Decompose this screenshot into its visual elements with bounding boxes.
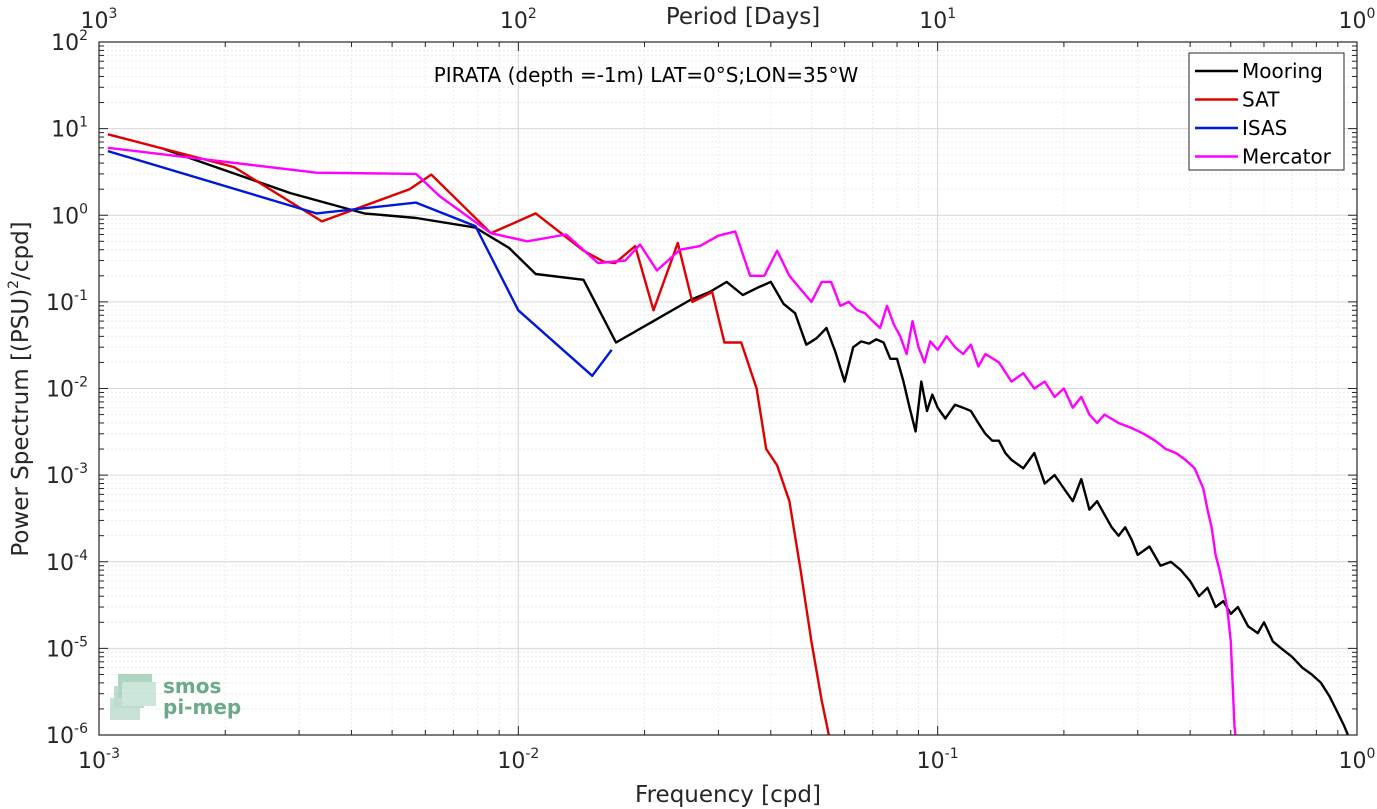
series-line-mooring — [163, 147, 1350, 735]
y-tick-label: 101 — [51, 115, 88, 143]
series-line-isas — [107, 149, 613, 377]
x-tick-label: 10-3 — [78, 746, 120, 774]
logo-text-pimep: pi-mep — [163, 695, 241, 719]
y-tick-label: 10-5 — [46, 634, 88, 662]
legend-label-mooring: Mooring — [1242, 59, 1323, 83]
legend-box — [1188, 52, 1345, 171]
logo-text-smos: smos — [163, 674, 221, 698]
tick-marks — [98, 42, 1357, 736]
x-tick-label: 10-1 — [917, 746, 959, 774]
x-axis-label: Frequency [cpd] — [635, 782, 821, 808]
top-tick-label: 102 — [500, 6, 537, 34]
legend-label-isas: ISAS — [1242, 116, 1287, 140]
top-tick-label: 101 — [919, 6, 956, 34]
series-line-sat — [107, 133, 831, 735]
x-tick-label: 100 — [1339, 746, 1376, 774]
y-tick-label: 10-1 — [46, 288, 88, 316]
top-tick-label: 103 — [81, 6, 118, 34]
y-axis-label: Power Spectrum [(PSU)2/cpd] — [6, 221, 34, 556]
legend-label-mercator: Mercator — [1242, 145, 1332, 169]
legend-label-sat: SAT — [1242, 88, 1280, 112]
y-tick-label: 10-4 — [46, 548, 88, 576]
y-tick-label: 10-6 — [46, 721, 88, 749]
top-axis-label: Period [Days] — [666, 4, 820, 30]
x-tick-label: 10-2 — [497, 746, 539, 774]
series-line-mercator — [107, 146, 1237, 735]
legend: Mooring SAT ISAS Mercator — [1188, 52, 1345, 171]
series-layer — [107, 133, 1350, 735]
smos-pi-mep-logo: smos pi-mep — [110, 674, 241, 720]
y-tick-label: 10-2 — [46, 375, 88, 403]
y-tick-label: 102 — [51, 28, 88, 56]
y-tick-label: 10-3 — [46, 461, 88, 489]
chart-title: PIRATA (depth =-1m) LAT=0°S;LON=35°W — [434, 63, 859, 87]
top-tick-label: 100 — [1339, 6, 1376, 34]
y-tick-label: 100 — [51, 201, 88, 229]
grid — [99, 42, 1357, 735]
